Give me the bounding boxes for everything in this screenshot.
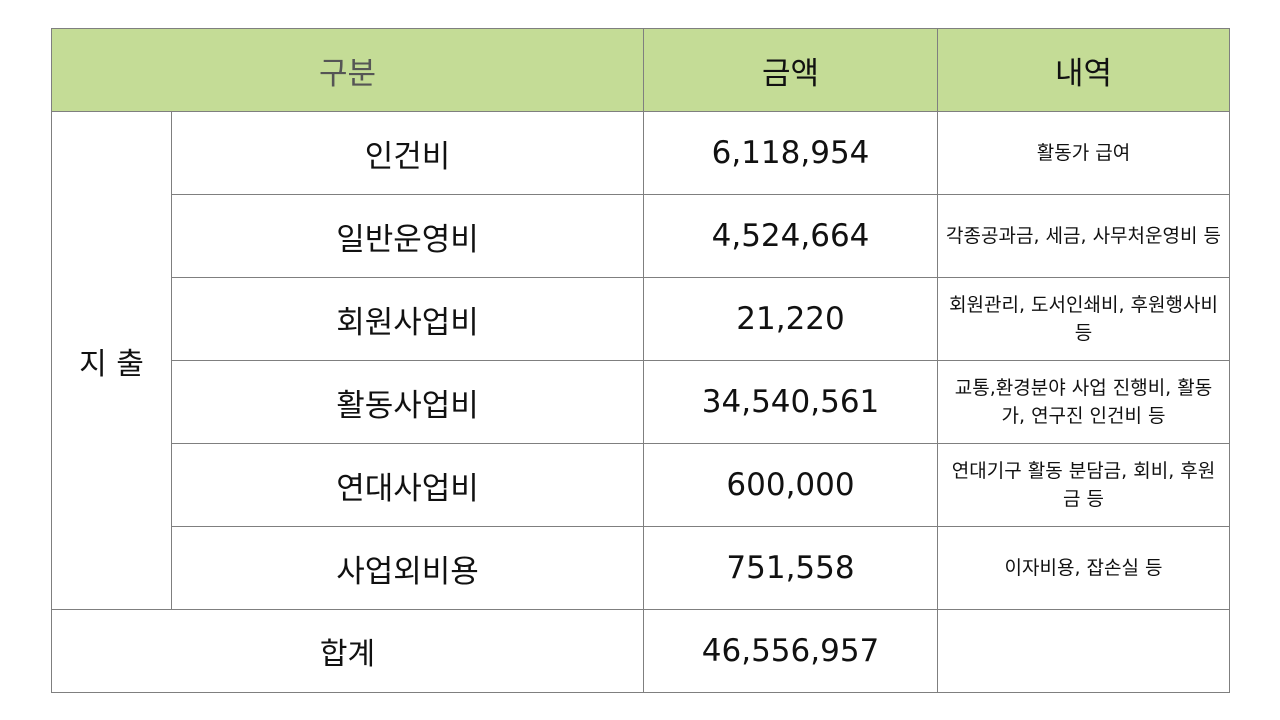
header-category: 구분 bbox=[50, 28, 645, 112]
item-detail: 회원관리, 도서인쇄비, 후원행사비 등 bbox=[937, 277, 1231, 361]
total-label: 합계 bbox=[50, 609, 645, 693]
item-detail: 활동가 급여 bbox=[937, 111, 1231, 195]
item-name: 회원사업비 bbox=[170, 277, 645, 361]
item-detail: 연대기구 활동 분담금, 회비, 후원금 등 bbox=[937, 443, 1231, 527]
item-name: 일반운영비 bbox=[170, 194, 645, 278]
item-amount: 34,540,561 bbox=[643, 360, 939, 444]
item-amount: 751,558 bbox=[643, 526, 939, 610]
item-detail: 교통,환경분야 사업 진행비, 활동가, 연구진 인건비 등 bbox=[937, 360, 1231, 444]
item-amount: 600,000 bbox=[643, 443, 939, 527]
table-row: 연대사업비 600,000 연대기구 활동 분담금, 회비, 후원금 등 bbox=[52, 443, 1231, 527]
item-amount: 4,524,664 bbox=[643, 194, 939, 278]
section-label-expenditure: 지 출 bbox=[51, 111, 172, 610]
table-row: 회원사업비 21,220 회원관리, 도서인쇄비, 후원행사비 등 bbox=[52, 277, 1231, 361]
item-amount: 21,220 bbox=[643, 277, 939, 361]
item-name: 사업외비용 bbox=[170, 526, 645, 610]
item-name: 활동사업비 bbox=[170, 360, 645, 444]
table-row: 지 출 인건비 6,118,954 활동가 급여 bbox=[51, 111, 1231, 610]
expenditure-table: 구분 금액 내역 지 출 인건비 6,118,954 활동가 급여 일반운영비 … bbox=[50, 28, 1231, 693]
item-detail: 이자비용, 잡손실 등 bbox=[937, 526, 1231, 610]
table-header-row: 구분 금액 내역 bbox=[50, 28, 1231, 112]
total-amount: 46,556,957 bbox=[643, 609, 939, 693]
header-detail: 내역 bbox=[937, 28, 1231, 112]
total-detail bbox=[937, 609, 1231, 693]
table-row: 사업외비용 751,558 이자비용, 잡손실 등 bbox=[52, 526, 1231, 610]
item-detail: 각종공과금, 세금, 사무처운영비 등 bbox=[937, 194, 1231, 278]
item-name: 연대사업비 bbox=[170, 443, 645, 527]
total-row: 합계 46,556,957 bbox=[50, 609, 1231, 693]
table-row: 활동사업비 34,540,561 교통,환경분야 사업 진행비, 활동가, 연구… bbox=[52, 360, 1231, 444]
item-amount: 6,118,954 bbox=[643, 111, 939, 195]
table-row: 일반운영비 4,524,664 각종공과금, 세금, 사무처운영비 등 bbox=[52, 194, 1231, 278]
item-name: 인건비 bbox=[170, 111, 645, 195]
header-amount: 금액 bbox=[643, 28, 939, 112]
